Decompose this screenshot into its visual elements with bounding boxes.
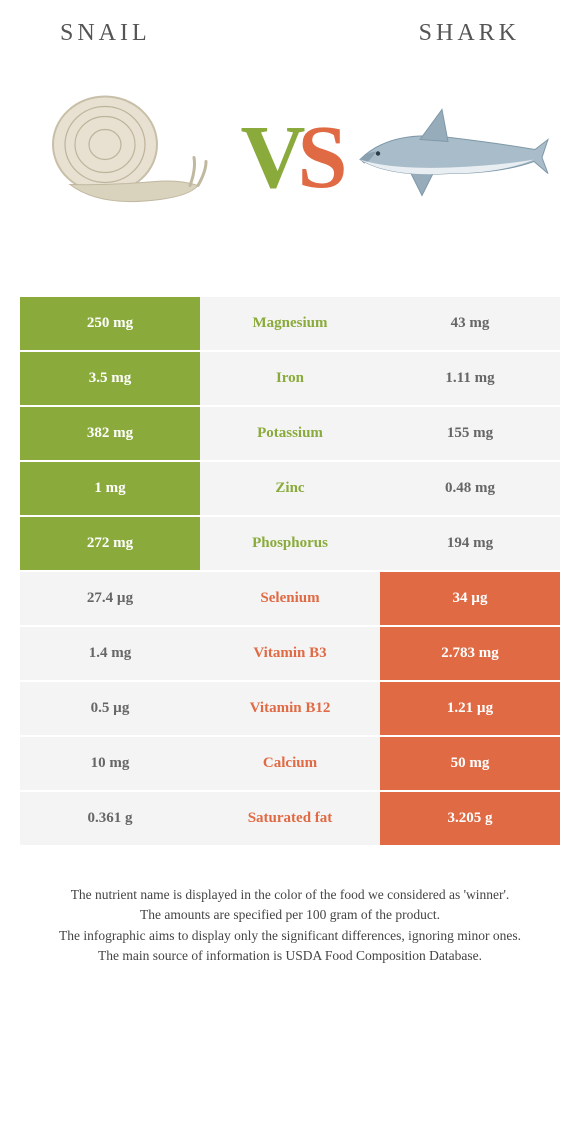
right-value-cell: 155 mg [380,407,560,460]
right-value-cell: 3.205 g [380,792,560,845]
nutrient-name-cell: Saturated fat [200,792,380,845]
nutrient-name-cell: Vitamin B12 [200,682,380,735]
left-value-cell: 3.5 mg [20,352,200,405]
nutrient-name-cell: Zinc [200,462,380,515]
footer-line: The amounts are specified per 100 gram o… [30,905,550,925]
footer-line: The nutrient name is displayed in the co… [30,885,550,905]
footer-line: The main source of information is USDA F… [30,946,550,966]
title-row: SNAIL SHARK [20,20,560,57]
table-row: 0.5 µgVitamin B121.21 µg [20,680,560,735]
nutrient-name-cell: Iron [200,352,380,405]
table-row: 382 mgPotassium155 mg [20,405,560,460]
left-value-cell: 1.4 mg [20,627,200,680]
vs-s: S [297,106,339,209]
table-row: 272 mgPhosphorus194 mg [20,515,560,570]
title-left: SNAIL [60,20,151,47]
vs-v: V [240,106,297,209]
vs-label: VS [240,106,339,209]
shark-image [350,100,550,215]
table-row: 250 mgMagnesium43 mg [20,297,560,350]
left-value-cell: 382 mg [20,407,200,460]
right-value-cell: 50 mg [380,737,560,790]
right-value-cell: 194 mg [380,517,560,570]
table-row: 27.4 µgSelenium34 µg [20,570,560,625]
page-container: SNAIL SHARK VS [0,0,580,966]
right-value-cell: 1.11 mg [380,352,560,405]
left-value-cell: 27.4 µg [20,572,200,625]
right-value-cell: 1.21 µg [380,682,560,735]
right-value-cell: 0.48 mg [380,462,560,515]
right-value-cell: 2.783 mg [380,627,560,680]
table-row: 0.361 gSaturated fat3.205 g [20,790,560,845]
comparison-table: 250 mgMagnesium43 mg3.5 mgIron1.11 mg382… [20,297,560,845]
nutrient-name-cell: Magnesium [200,297,380,350]
table-row: 3.5 mgIron1.11 mg [20,350,560,405]
right-value-cell: 43 mg [380,297,560,350]
table-row: 1.4 mgVitamin B32.783 mg [20,625,560,680]
footer-notes: The nutrient name is displayed in the co… [20,845,560,966]
left-value-cell: 250 mg [20,297,200,350]
left-value-cell: 0.5 µg [20,682,200,735]
table-row: 1 mgZinc0.48 mg [20,460,560,515]
nutrient-name-cell: Vitamin B3 [200,627,380,680]
nutrient-name-cell: Potassium [200,407,380,460]
nutrient-name-cell: Phosphorus [200,517,380,570]
right-value-cell: 34 µg [380,572,560,625]
left-value-cell: 0.361 g [20,792,200,845]
left-value-cell: 1 mg [20,462,200,515]
snail-image [40,90,210,225]
title-right: SHARK [419,20,520,47]
left-value-cell: 272 mg [20,517,200,570]
left-value-cell: 10 mg [20,737,200,790]
nutrient-name-cell: Calcium [200,737,380,790]
table-row: 10 mgCalcium50 mg [20,735,560,790]
hero-row: VS [20,57,560,257]
nutrient-name-cell: Selenium [200,572,380,625]
footer-line: The infographic aims to display only the… [30,926,550,946]
